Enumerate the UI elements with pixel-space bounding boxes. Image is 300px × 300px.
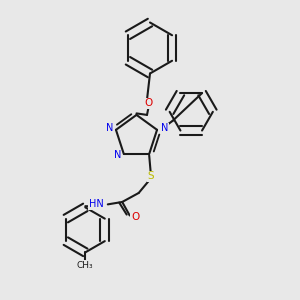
Text: HN: HN xyxy=(88,200,103,209)
Text: N: N xyxy=(161,123,168,133)
Text: S: S xyxy=(147,172,154,182)
Text: O: O xyxy=(144,98,153,109)
Text: O: O xyxy=(131,212,139,222)
Text: CH₃: CH₃ xyxy=(77,261,94,270)
Text: N: N xyxy=(113,150,121,160)
Text: N: N xyxy=(106,123,114,133)
